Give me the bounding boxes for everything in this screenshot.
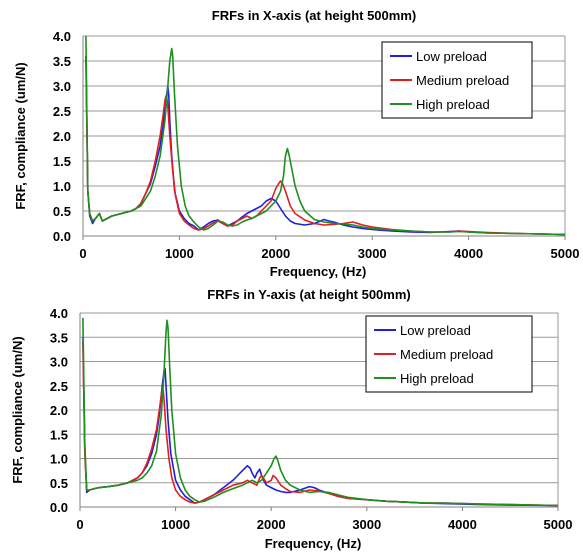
legend: Low preload Medium preload High preload [365, 315, 533, 393]
legend-label: Low preload [416, 49, 487, 64]
y-tick-label: 4.0 [50, 306, 68, 321]
x-tick-label: 2000 [257, 517, 286, 532]
x-axis-label: Frequency, (Hz) [265, 536, 362, 551]
y-tick-label: 3.0 [53, 79, 71, 94]
x-tick-label: 5000 [551, 246, 580, 261]
legend-label: Low preload [400, 323, 471, 338]
legend-label: High preload [416, 97, 490, 112]
x-tick-label: 1000 [161, 517, 190, 532]
y-tick-label: 2.0 [50, 403, 68, 418]
x-tick-label: 4000 [454, 246, 483, 261]
y-axis-label: FRF, compliance (um/N) [13, 62, 28, 209]
y-tick-label: 2.0 [53, 129, 71, 144]
x-tick-label: 0 [79, 246, 86, 261]
chart-title: FRFs in X-axis (at height 500mm) [212, 8, 416, 23]
x-tick-label: 3000 [352, 517, 381, 532]
y-axis-label: FRF, compliance (um/N) [10, 336, 25, 483]
y-tick-label: 3.0 [50, 355, 68, 370]
legend-label: Medium preload [400, 347, 493, 362]
x-tick-label: 2000 [261, 246, 290, 261]
x-axis-label: Frequency, (Hz) [270, 264, 367, 279]
x-tick-label: 0 [76, 517, 83, 532]
y-tick-label: 0.0 [50, 500, 68, 515]
x-tick-label: 4000 [448, 517, 477, 532]
x-tick-label: 3000 [358, 246, 387, 261]
y-tick-label: 1.0 [53, 179, 71, 194]
chart-title: FRFs in Y-axis (at height 500mm) [207, 287, 410, 302]
y-tick-label: 1.5 [50, 427, 68, 442]
x-tick-label: 5000 [544, 517, 573, 532]
y-tick-label: 0.0 [53, 229, 71, 244]
legend: Low preload Medium preload High preload [381, 41, 533, 119]
y-tick-label: 3.5 [53, 54, 71, 69]
y-tick-label: 4.0 [53, 29, 71, 44]
y-tick-label: 1.0 [50, 452, 68, 467]
chart-y-axis: FRFs in Y-axis (at height 500mm) 0.0 0.5 1.… [10, 287, 572, 551]
series-line-high-preload [82, 317, 559, 507]
y-tick-label: 0.5 [53, 204, 71, 219]
legend-label: High preload [400, 371, 474, 386]
legend-label: Medium preload [416, 73, 509, 88]
y-tick-label: 0.5 [50, 476, 68, 491]
y-tick-label: 3.5 [50, 330, 68, 345]
y-tick-label: 1.5 [53, 154, 71, 169]
series-line-medium-preload [82, 342, 559, 507]
chart-x-axis: FRFs in X-axis (at height 500mm) 0.0 0.5 1.… [13, 8, 579, 279]
series-line-high-preload [85, 35, 566, 236]
x-tick-label: 1000 [165, 246, 194, 261]
y-tick-label: 2.5 [53, 104, 71, 119]
y-tick-label: 2.5 [50, 379, 68, 394]
